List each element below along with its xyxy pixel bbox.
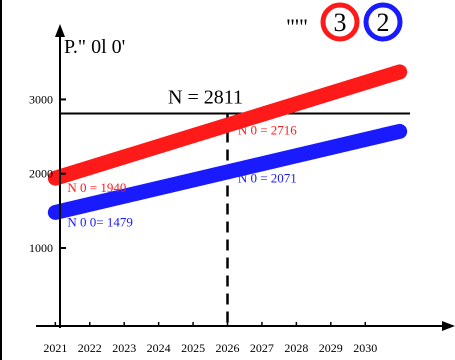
axes-layer: 1000 2000 3000 2021 2022 2023 2024 2025 2026 2027… <box>29 24 455 355</box>
x-tick-label: 2023 <box>112 341 136 355</box>
y-axis-arrow <box>55 24 65 37</box>
series-layer <box>47 64 410 326</box>
x-tick-label: 2025 <box>181 341 205 355</box>
x-tick-label: 2022 <box>78 341 102 355</box>
data-label: N 0 = 2071 <box>238 170 297 185</box>
legend-marker-1 <box>320 2 360 42</box>
x-tick-label: 2024 <box>147 341 171 355</box>
x-tick-label: 2027 <box>250 341 274 355</box>
x-tick-label: 2021 <box>43 341 67 355</box>
series-line-1 <box>47 64 408 186</box>
x-tick-label: 2029 <box>319 341 343 355</box>
legend-label-1: 3 <box>334 8 347 37</box>
legend-label-2: 2 <box>377 8 390 37</box>
data-label: N 0 0= 1479 <box>67 214 132 229</box>
labels-layer: N = 2811 N 0 = 2716 N 0 = 1940 N 0 = 2071 N … <box>67 86 297 229</box>
x-tick-label: 2026 <box>216 341 240 355</box>
y-tick-label: 2000 <box>29 167 53 181</box>
legend-prefix: "'" <box>286 14 308 39</box>
series-line-2 <box>47 123 408 220</box>
legend-marker-2 <box>363 2 403 42</box>
y-tick-label: 3000 <box>29 92 53 106</box>
data-label: N 0 = 2716 <box>238 123 297 138</box>
y-tick-label: 1000 <box>29 241 53 255</box>
corner-label: P." 0l 0' <box>64 36 125 58</box>
x-tick-label: 2028 <box>284 341 308 355</box>
data-label: N 0 = 1940 <box>67 180 126 195</box>
x-tick-label: 2030 <box>353 341 377 355</box>
x-axis-arrow <box>442 321 455 331</box>
reference-line-label: N = 2811 <box>168 86 243 108</box>
